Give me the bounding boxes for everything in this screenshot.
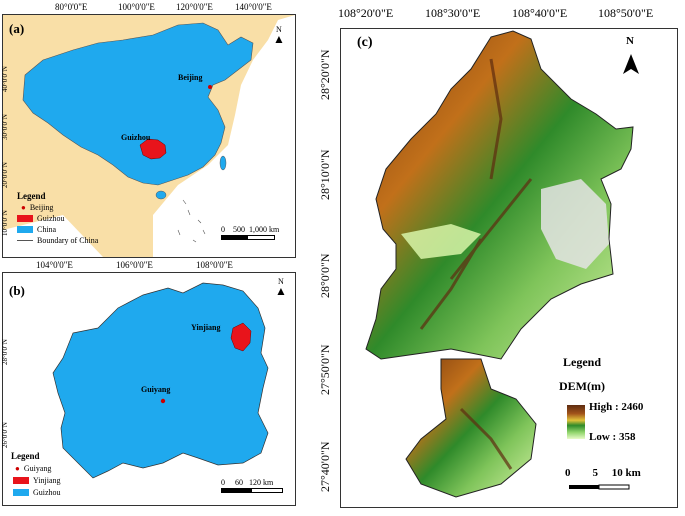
- beijing-label: Beijing: [178, 73, 203, 82]
- yinjiang-south-lobe: [405, 358, 537, 498]
- beijing-point: [208, 85, 212, 89]
- legend-b-guizhou: Guizhou: [13, 488, 61, 497]
- panel-c-yinjiang-dem: (c) N Legend DEM(m) High : 2460 Low : 35…: [340, 28, 678, 508]
- north-arrow-b: N ▲: [275, 277, 287, 298]
- a-lat-tick-3: 20°0'0"N: [1, 162, 9, 188]
- boundary-line-icon: [17, 240, 33, 241]
- yinjiang-swatch: [13, 477, 29, 484]
- b-lon-tick-3: 108°0'0"E: [196, 260, 233, 270]
- panel-a-china-map: (a) Beijing Guizhou Legend ● Beijing Gui…: [2, 14, 296, 258]
- c-lat-tick-2: 28°10'0"N: [318, 149, 332, 200]
- a-lat-tick-1: 40°0'0"N: [1, 66, 9, 92]
- b-lon-tick-2: 106°0'0"E: [116, 260, 153, 270]
- a-lon-tick-3: 120°0'0"E: [176, 2, 213, 12]
- panel-b-label: (b): [9, 283, 25, 298]
- north-arrow-icon: ▲: [275, 284, 287, 298]
- guizhou-province-shape: [52, 282, 269, 479]
- beijing-dot-icon: ●: [21, 203, 26, 212]
- guiyang-point: [160, 398, 166, 404]
- b-lat-tick-2: 26°0'0"N: [1, 422, 9, 448]
- panel-b-guizhou-map: (b) Yinjiang Guiyang Legend ● Guiyang Yi…: [2, 272, 296, 506]
- high-elevation-zone: [541, 179, 609, 269]
- north-arrow-a: N ▲: [273, 25, 285, 46]
- guizhou-swatch-b: [13, 489, 29, 496]
- c-lat-tick-1: 28°20'0"N: [318, 49, 332, 100]
- guiyang-label: Guiyang: [141, 385, 171, 394]
- a-lat-tick-4: 10°0'0"N: [1, 210, 9, 236]
- legend-a-title: Legend: [17, 191, 46, 201]
- legend-b-yinjiang: Yinjiang: [13, 476, 61, 485]
- c-lat-tick-5: 27°40'0"N: [318, 441, 332, 492]
- china-shape: [22, 22, 254, 186]
- china-map-svg: [3, 15, 295, 257]
- scale-c-labels: 0 5 10 km: [565, 467, 641, 479]
- scale-b: 0 60 120 km: [221, 478, 283, 493]
- a-lon-tick-2: 100°0'0"E: [118, 2, 155, 12]
- dem-high-label: High : 2460: [589, 401, 644, 413]
- north-label-c: N: [626, 35, 634, 47]
- panel-c-label: (c): [357, 35, 373, 50]
- scale-bar-a: [221, 235, 275, 240]
- c-lon-tick-4: 108°50'0"E: [598, 6, 654, 20]
- legend-a-guizhou: Guizhou: [17, 214, 65, 223]
- dem-low-label: Low : 358: [589, 431, 636, 443]
- north-arrow-icon: [623, 54, 639, 74]
- china-swatch: [17, 226, 33, 233]
- guizhou-map-svg: [52, 282, 269, 479]
- guiyang-dot-icon: ●: [15, 464, 20, 473]
- c-lon-tick-2: 108°30'0"E: [425, 6, 481, 20]
- a-lat-tick-2: 30°0'0"N: [1, 114, 9, 140]
- c-lat-tick-4: 27°50'0"N: [318, 344, 332, 395]
- south-sea-islands: [177, 199, 206, 243]
- indian-ocean: [3, 215, 103, 257]
- b-lon-tick-1: 104°0'0"E: [36, 260, 73, 270]
- sea-area: [153, 15, 295, 257]
- guizhou-swatch: [17, 215, 33, 222]
- legend-b-guiyang: ● Guiyang: [15, 464, 52, 473]
- yinjiang-region: [230, 322, 252, 352]
- dem-legend-subtitle: DEM(m): [559, 379, 605, 393]
- yinjiang-label: Yinjiang: [191, 323, 221, 332]
- north-arrow-icon: ▲: [273, 32, 285, 46]
- a-lon-tick-4: 140°0'0"E: [235, 2, 272, 12]
- legend-b-title: Legend: [11, 451, 40, 461]
- scale-a: 0 500 1,000 km: [221, 225, 279, 240]
- panel-a-label: (a): [9, 21, 25, 36]
- guizhou-region: [139, 138, 167, 160]
- taiwan-island: [219, 155, 227, 171]
- a-lon-tick-1: 80°0'0"E: [55, 2, 88, 12]
- c-lat-tick-3: 28°0'0"N: [318, 253, 332, 298]
- c-lon-tick-3: 108°40'0"E: [512, 6, 568, 20]
- dem-legend-bar: [567, 405, 585, 439]
- legend-a-boundary: Boundary of China: [17, 236, 98, 245]
- legend-a-beijing: ● Beijing: [21, 203, 54, 212]
- b-lat-tick-1: 28°0'0"N: [1, 339, 9, 365]
- dem-map-svg: [365, 30, 639, 498]
- yinjiang-county-shape: [365, 30, 634, 360]
- dem-legend-title: Legend: [563, 355, 602, 369]
- scale-bar-c: [569, 484, 630, 490]
- c-lon-tick-1: 108°20'0"E: [338, 6, 394, 20]
- legend-a-china: China: [17, 225, 56, 234]
- valley-zone: [401, 224, 481, 259]
- hainan-island: [155, 190, 167, 200]
- scale-bar-b: [221, 488, 283, 493]
- ridge-lines: [419, 58, 533, 470]
- guizhou-label-a: Guizhou: [121, 133, 151, 142]
